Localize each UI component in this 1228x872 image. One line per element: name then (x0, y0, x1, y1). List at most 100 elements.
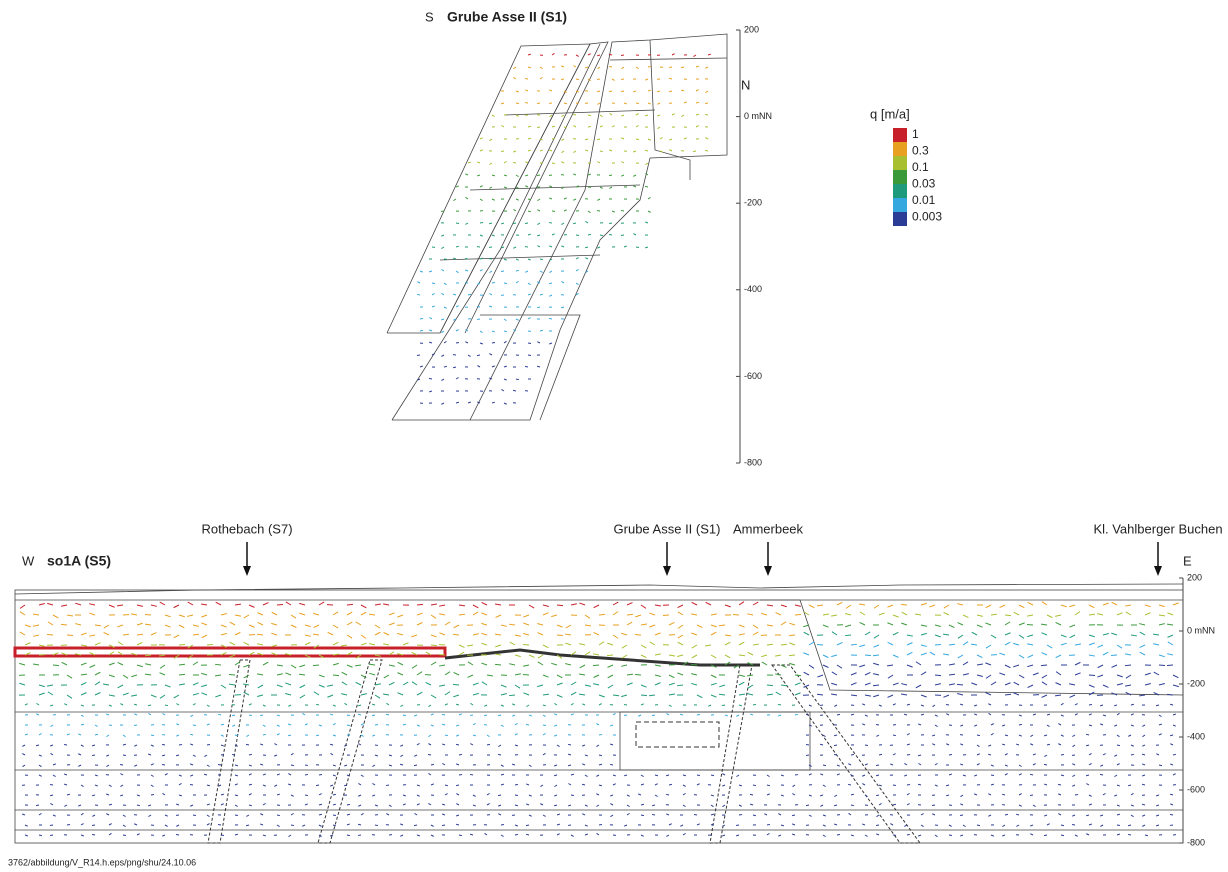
flow-vector (887, 604, 894, 608)
flow-vector (1055, 621, 1062, 626)
flow-vector (318, 803, 323, 806)
flow-vector (472, 722, 476, 726)
flow-vector (89, 664, 96, 668)
flow-vector (1158, 714, 1162, 718)
flow-vector (934, 683, 941, 686)
flow-vector (201, 672, 208, 676)
flow-vector (542, 674, 549, 678)
flow-vector (724, 714, 729, 717)
flow-vector (189, 783, 194, 786)
flow-vector (654, 632, 661, 636)
flow-vector (554, 713, 558, 716)
legend-swatch (893, 128, 907, 142)
flow-vector (374, 754, 378, 757)
flow-vector (635, 66, 639, 69)
flow-vector (1086, 833, 1090, 836)
flow-vector (234, 661, 241, 666)
flow-vector (383, 603, 390, 606)
flow-vector (677, 672, 684, 676)
flow-vector (1167, 653, 1174, 656)
flow-vector (360, 611, 367, 616)
flow-vector (372, 782, 376, 786)
flow-vector (599, 234, 604, 237)
flow-vector (766, 684, 774, 687)
flow-vector (791, 814, 796, 817)
flow-vector (892, 753, 896, 756)
flow-vector (190, 763, 194, 766)
flow-vector (430, 724, 434, 727)
flow-vector (220, 803, 224, 806)
flow-vector (1116, 763, 1120, 766)
flow-vector (596, 90, 601, 93)
flow-vector (360, 693, 367, 696)
flow-vector (999, 652, 1006, 656)
flow-vector (481, 632, 488, 636)
flow-vector (203, 773, 208, 776)
flow-vector (476, 354, 481, 357)
flow-vector (676, 684, 684, 687)
flow-vector (554, 703, 558, 706)
flow-vector (383, 632, 390, 636)
flow-vector (934, 634, 941, 638)
flow-vector (878, 704, 882, 707)
flow-vector (1144, 683, 1151, 686)
flow-vector (551, 125, 556, 128)
flow-vector (819, 743, 824, 746)
flow-vector (656, 90, 661, 93)
flow-vector (1158, 614, 1166, 617)
flow-vector (515, 258, 519, 261)
flow-vector (313, 624, 320, 629)
flow-vector (906, 651, 913, 656)
flow-vector (778, 834, 782, 837)
flow-vector (511, 763, 516, 766)
flow-vector (635, 124, 639, 128)
flow-vector (920, 713, 925, 716)
flow-vector (106, 734, 110, 738)
flow-vector (542, 644, 549, 649)
flow-vector (187, 654, 194, 659)
flow-vector (651, 714, 656, 717)
flow-vector (508, 694, 516, 697)
flow-vector (357, 704, 362, 707)
flow-vector (1124, 664, 1132, 667)
flow-vector (439, 664, 446, 667)
flow-vector (220, 613, 227, 616)
flow-vector (1086, 783, 1090, 786)
direction-label: S (425, 9, 434, 24)
flow-vector (486, 743, 491, 746)
flow-vector (778, 714, 782, 717)
flow-vector (497, 753, 502, 756)
flow-vector (1111, 664, 1118, 668)
flow-vector (654, 774, 659, 777)
flow-vector (948, 663, 955, 666)
flow-vector (248, 773, 252, 776)
flow-vector (500, 102, 505, 105)
flow-vector (850, 682, 857, 686)
flow-vector (1116, 813, 1121, 816)
flow-vector (640, 644, 647, 649)
flow-vector (318, 674, 325, 678)
flow-vector (677, 604, 684, 608)
flow-vector (491, 282, 496, 284)
flow-vector (346, 714, 351, 717)
flow-vector (584, 138, 589, 141)
flow-vector (1088, 654, 1095, 657)
flow-vector (752, 703, 757, 706)
flow-vector (413, 764, 418, 767)
flow-vector (1142, 824, 1146, 827)
flow-vector (665, 774, 670, 777)
flow-vector (920, 632, 927, 636)
flow-vector (103, 624, 110, 629)
flow-vector (682, 784, 686, 787)
flow-vector (288, 723, 292, 726)
flow-vector (710, 613, 717, 616)
flow-vector (397, 653, 404, 656)
flow-vector (766, 774, 770, 778)
flow-vector (633, 185, 637, 188)
flow-vector (570, 713, 574, 716)
flow-vector (808, 641, 815, 646)
flow-vector (388, 804, 392, 808)
flow-vector (119, 763, 124, 766)
flow-vector (503, 340, 507, 344)
flow-vector (515, 102, 520, 105)
